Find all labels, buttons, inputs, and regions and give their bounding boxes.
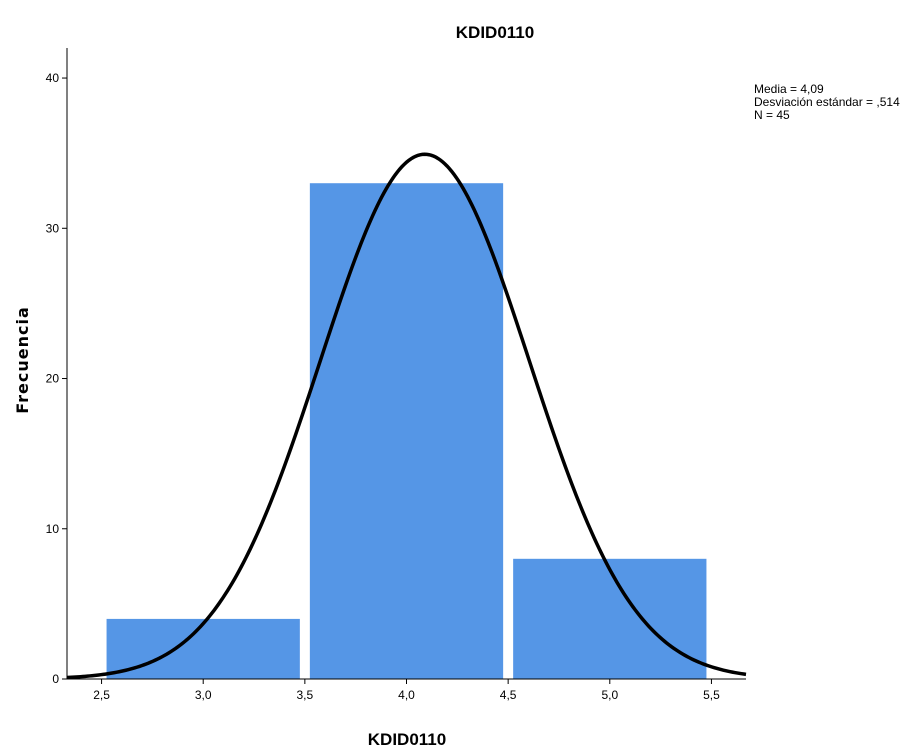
- stats-line-2: N = 45: [754, 108, 790, 122]
- normal-curve-layer: [66, 152, 747, 680]
- y-tick-label: 20: [46, 372, 60, 386]
- stats-line-1: Desviación estándar = ,514: [754, 95, 900, 109]
- histogram-bar-1: [309, 183, 504, 679]
- histogram-bar-2: [513, 558, 707, 679]
- stats-line-0: Media = 4,09: [754, 82, 824, 96]
- y-tick-label: 40: [46, 71, 60, 85]
- chart-title: KDID0110: [456, 23, 534, 42]
- x-tick-label: 3,5: [297, 688, 314, 702]
- x-ticks: 2,5 3,0 3,5 4,0 4,5 5,0 5,5: [93, 679, 720, 702]
- x-tick-label: 5,5: [703, 688, 720, 702]
- x-tick-label: 3,0: [195, 688, 212, 702]
- y-axis-label: Frecuencia: [13, 306, 32, 414]
- y-ticks: 0 10 20 30 40: [46, 71, 67, 686]
- y-tick-label: 30: [46, 221, 60, 235]
- y-tick-label: 0: [52, 672, 59, 686]
- x-tick-label: 2,5: [93, 688, 110, 702]
- histogram-bar-0: [106, 618, 300, 679]
- x-tick-label: 4,5: [500, 688, 517, 702]
- normal-curve: [66, 152, 747, 680]
- x-axis-label: KDID0110: [368, 730, 446, 749]
- bars: [106, 183, 707, 679]
- x-tick-label: 4,0: [398, 688, 415, 702]
- x-tick-label: 5,0: [601, 688, 618, 702]
- y-tick-label: 10: [46, 522, 60, 536]
